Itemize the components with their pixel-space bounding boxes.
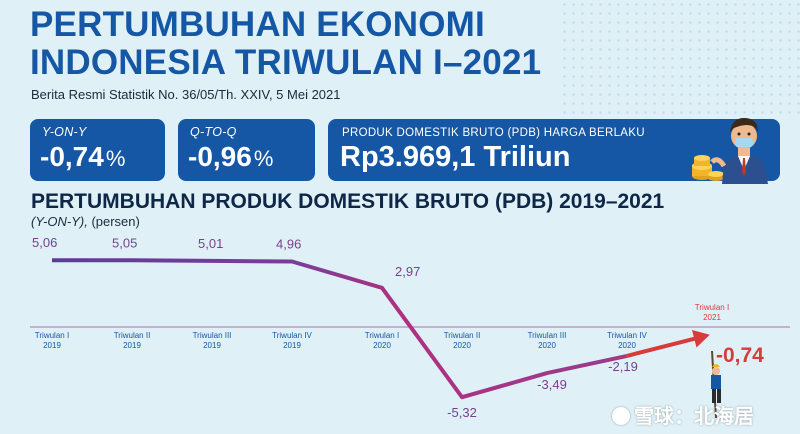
decorative-dots [560, 0, 800, 120]
watermark: 雪球：北海居 [612, 400, 754, 429]
yoy-unit: % [105, 146, 126, 171]
category-year: 2019 [203, 341, 221, 350]
category-year: 2020 [618, 341, 636, 350]
data-label: -5,32 [447, 405, 477, 420]
data-label: 5,01 [198, 236, 223, 251]
data-label: 4,96 [276, 237, 301, 252]
category-year: 2020 [373, 341, 391, 350]
category-year: 2020 [538, 341, 556, 350]
watermark-text: 雪球：北海居 [634, 406, 754, 428]
category-label: Triwulan IV [272, 331, 312, 340]
category-label: Triwulan I [35, 331, 69, 340]
qtq-unit: % [253, 146, 274, 171]
data-label: -3,49 [537, 377, 567, 392]
qtq-label: Q-TO-Q [190, 125, 237, 139]
pdb-value: Rp3.969,1 Triliun [340, 141, 571, 173]
yoy-label: Y-ON-Y [42, 125, 87, 139]
category-year: 2020 [453, 341, 471, 350]
businessman-illustration [692, 118, 768, 184]
series-line-last-segment [626, 334, 703, 358]
category-year: 2021 [703, 313, 721, 322]
category-label: Triwulan III [528, 331, 567, 340]
trend-arrow-head [692, 330, 710, 348]
data-label: 5,05 [112, 235, 137, 250]
chart-title: PERTUMBUHAN PRODUK DOMESTIK BRUTO (PDB) … [31, 190, 665, 213]
title-line-1: PERTUMBUHAN EKONOMI [30, 5, 485, 44]
category-label: Triwulan IV [607, 331, 647, 340]
category-year: 2019 [123, 341, 141, 350]
chart-unit: (Y-ON-Y), (persen) [31, 214, 140, 229]
data-label: -2,19 [608, 359, 638, 374]
title-line-2: INDONESIA TRIWULAN I–2021 [30, 43, 542, 82]
yoy-value: -0,74% [40, 141, 126, 172]
page-title: PERTUMBUHAN EKONOMI INDONESIA TRIWULAN I… [30, 6, 541, 82]
watermark-logo-icon [612, 407, 630, 425]
data-label: 5,06 [32, 235, 57, 250]
climber-illustration [711, 350, 721, 419]
category-label: Triwulan I [365, 331, 399, 340]
series-line [51, 258, 628, 400]
category-label: Triwulan I [695, 303, 729, 312]
category-label: Triwulan III [193, 331, 232, 340]
page-subtitle: Berita Resmi Statistik No. 36/05/Th. XXI… [31, 87, 341, 102]
data-label: -0,74 [716, 344, 764, 367]
yoy-card: Y-ON-Y -0,74% [30, 119, 165, 181]
pdb-label: PRODUK DOMESTIK BRUTO (PDB) HARGA BERLAK… [342, 127, 645, 139]
qtq-card: Q-TO-Q -0,96% [178, 119, 315, 181]
qtq-value: -0,96% [188, 141, 274, 172]
chart-unit-text: (persen) [91, 214, 140, 229]
category-year: 2019 [283, 341, 301, 350]
data-label: 2,97 [395, 264, 420, 279]
category-year: 2019 [43, 341, 61, 350]
chart-unit-italic: (Y-ON-Y), [31, 214, 88, 229]
category-label: Triwulan II [444, 331, 481, 340]
category-label: Triwulan II [114, 331, 151, 340]
